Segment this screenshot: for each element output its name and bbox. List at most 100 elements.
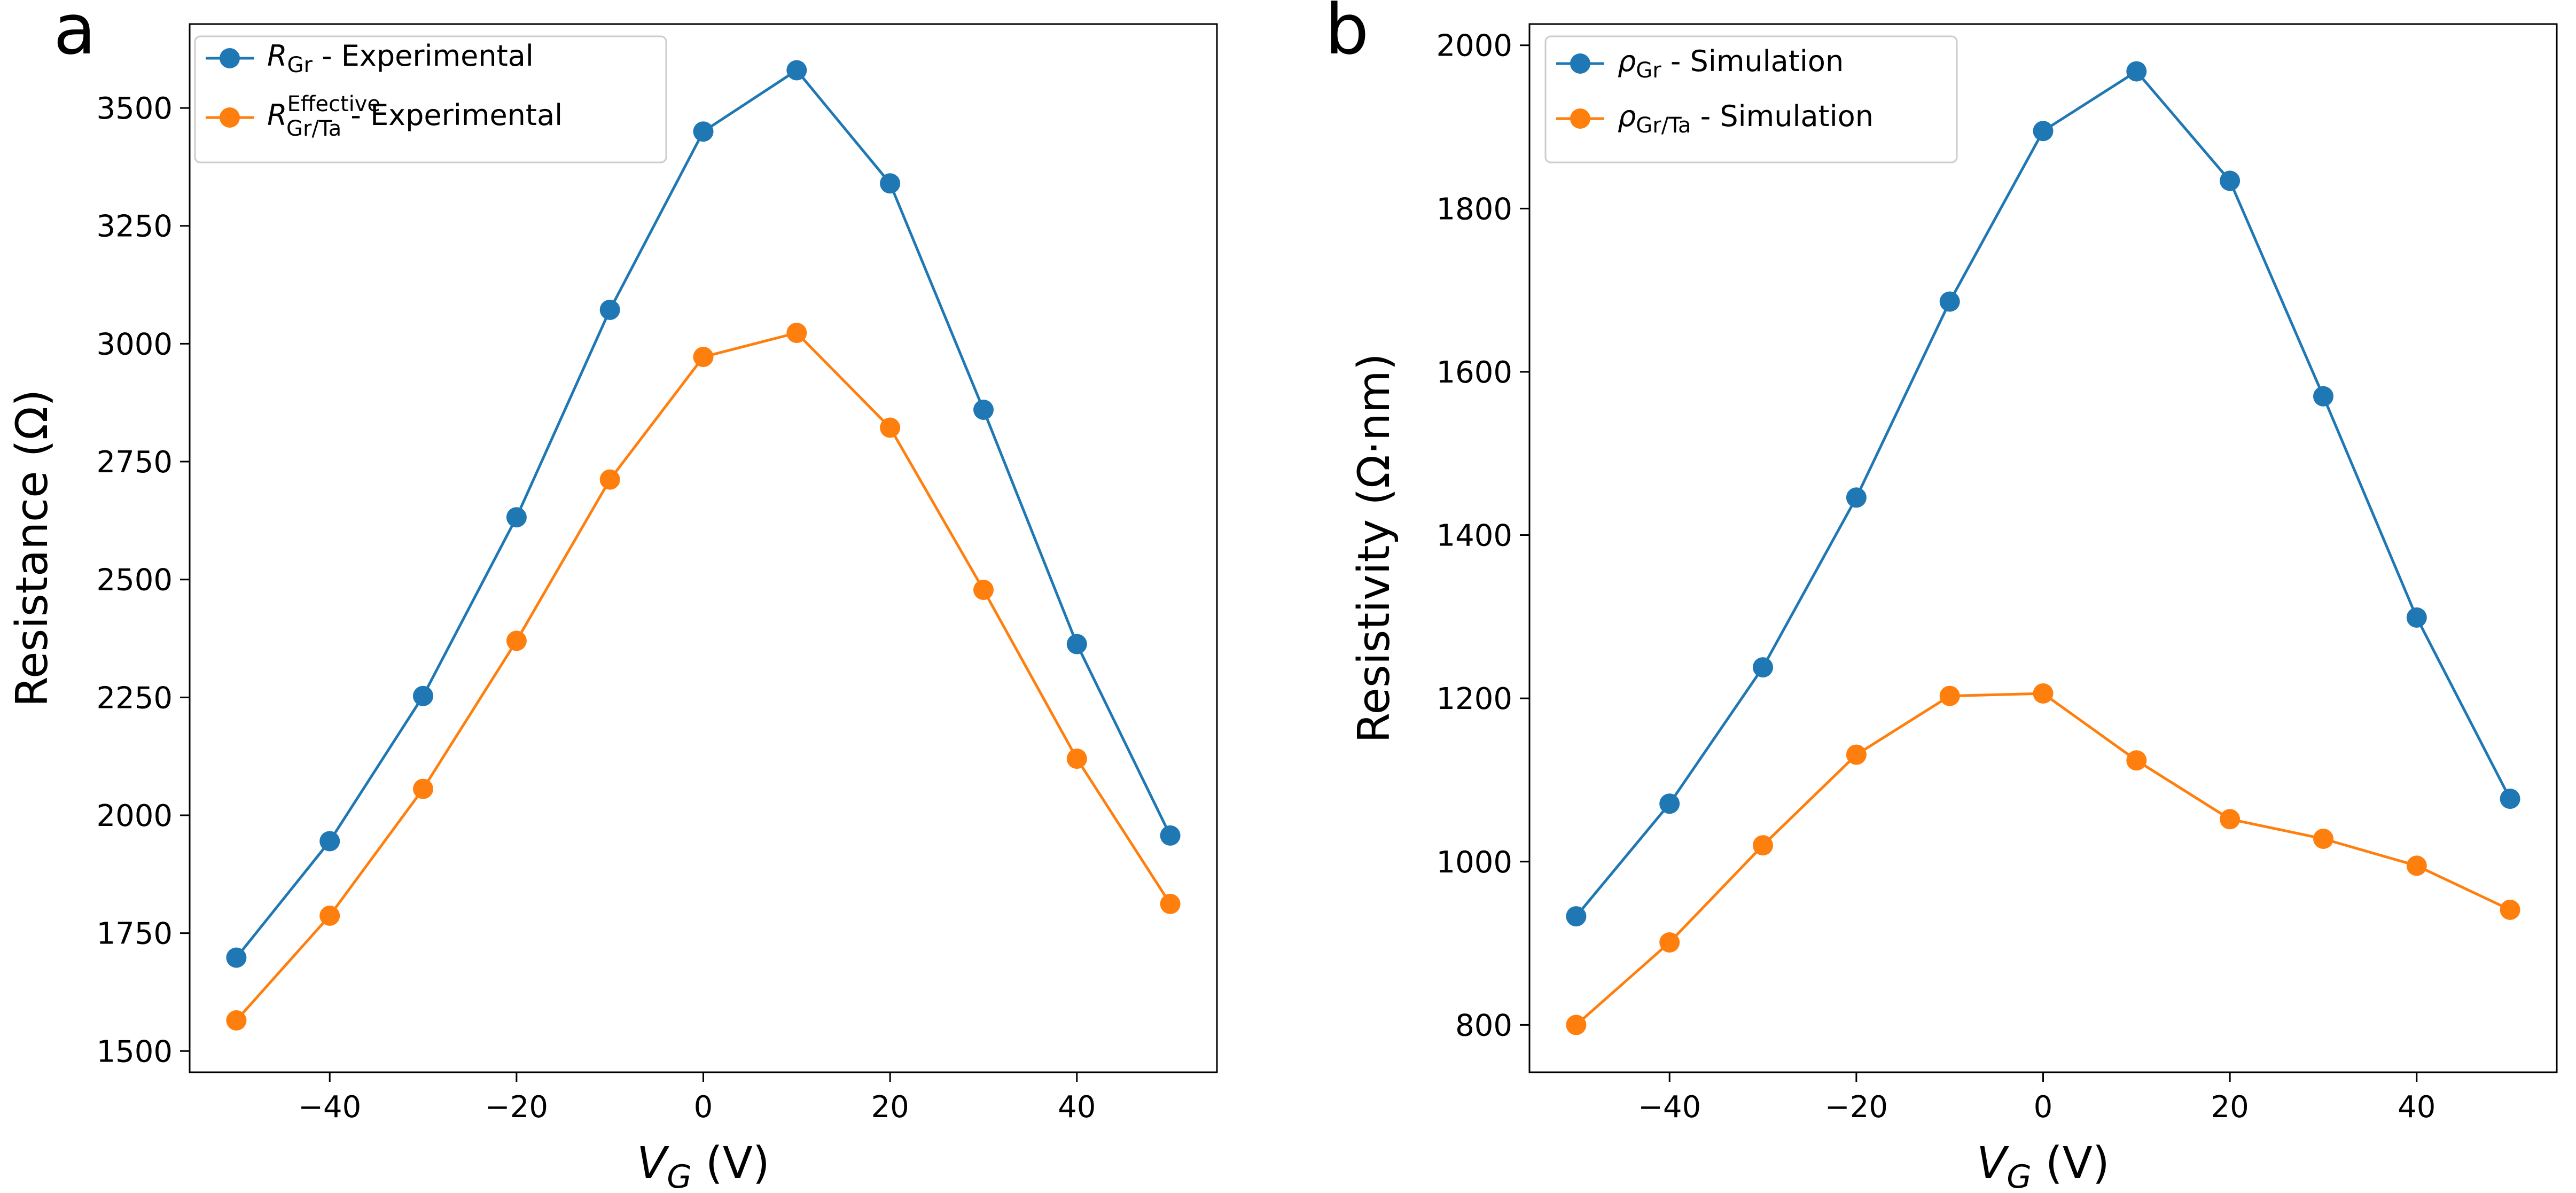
data-point-1-10 [2500,899,2520,920]
data-point-1-0 [226,1010,247,1031]
legend-subscript: Gr/Ta [286,116,341,141]
data-point-1-8 [973,580,994,601]
legend-item: REffective Gr/Ta - Experimental [206,92,563,141]
x-tick-label: 20 [2211,1090,2249,1125]
data-point-0-9 [2406,607,2427,628]
legend-box [1544,35,1958,163]
legend-symbol: R [267,39,287,73]
x-tick-label: 0 [694,1090,713,1125]
legend-suffix: - Experimental [313,39,534,73]
series-line-0 [235,68,1172,959]
data-point-1-1 [1659,932,1680,953]
legend-box [194,35,667,163]
data-point-1-3 [506,630,527,651]
y-tick-label: 1000 [1436,845,1512,880]
data-point-0-8 [2313,386,2333,407]
legend-item: ρGr - Simulation [1556,44,1844,83]
legend-marker [1570,108,1590,129]
panel-label: a [53,0,96,70]
data-point-1-2 [1753,835,1773,856]
data-point-1-8 [2313,829,2333,849]
x-axis-title: VG (V) [1977,1138,2110,1190]
data-point-1-6 [2126,750,2147,771]
y-tick-label: 1200 [1436,682,1512,716]
data-point-0-2 [1753,657,1773,678]
legend-suffix: - Simulation [1661,44,1844,78]
y-tick-label: 3250 [96,209,173,244]
data-point-0-5 [2033,121,2054,142]
x-tick-label: −20 [1825,1090,1888,1125]
y-tick-label: 3500 [96,91,173,126]
data-point-1-10 [1160,893,1181,914]
y-tick-label: 1750 [96,917,173,952]
legend-item: RGr - Experimental [206,39,534,77]
data-point-0-10 [2500,789,2520,809]
legend-subscript: Gr [1636,58,1661,83]
legend-suffix: - Simulation [1691,99,1874,133]
data-point-1-1 [319,906,340,926]
data-point-1-0 [1566,1015,1587,1035]
legend-label: REffective Gr/Ta - Experimental [267,92,563,141]
data-point-0-7 [880,173,901,194]
legend-suffix: - Experimental [341,98,563,132]
legend-symbol: ρ [1618,44,1636,78]
legend-item: ρGr/Ta - Simulation [1556,99,1874,138]
data-point-0-3 [506,507,527,528]
data-point-0-4 [599,299,620,320]
x-tick-label: 20 [871,1090,909,1125]
data-point-0-1 [1659,793,1680,814]
x-axis-symbol: V [1977,1138,2009,1189]
y-tick-label: 2000 [1436,29,1512,64]
legend-superscript: Effective [287,92,381,116]
x-tick-label: −40 [1638,1090,1701,1125]
data-point-1-4 [599,469,620,490]
y-tick-label: 2750 [96,445,173,480]
series-line-1 [1575,692,2511,1026]
y-tick-label: 1500 [96,1034,173,1069]
data-point-0-6 [2126,61,2147,82]
legend-label: ρGr/Ta - Simulation [1618,99,1874,138]
data-point-1-7 [880,417,901,438]
legend-marker [220,107,240,128]
data-point-1-9 [1066,748,1087,769]
data-point-0-0 [1566,906,1587,927]
legend-symbol: ρ [1618,99,1636,133]
data-point-1-5 [693,347,714,368]
data-point-1-2 [413,778,433,799]
legend-marker [220,48,240,68]
data-point-0-2 [413,685,433,706]
axes-frame [1528,23,2558,1073]
y-tick-label: 2250 [96,681,173,715]
data-point-1-4 [1939,685,1960,706]
data-point-0-10 [1160,825,1181,846]
x-tick-label: 0 [2034,1090,2053,1125]
x-axis-unit: (V) [2032,1138,2110,1189]
y-tick-label: 2000 [96,799,173,833]
data-point-1-6 [786,323,807,344]
y-tick-label: 1400 [1436,519,1512,553]
data-point-1-9 [2406,855,2427,876]
panel-label: b [1325,0,1369,70]
x-axis-title: VG (V) [637,1138,770,1190]
series-line-1 [235,331,1172,1022]
data-point-0-4 [1939,291,1960,312]
data-point-1-7 [2220,809,2241,830]
x-axis-symbol: V [637,1138,669,1189]
y-tick-label: 800 [1455,1008,1512,1043]
y-tick-label: 1600 [1436,355,1512,390]
legend-marker [1570,53,1590,74]
legend-symbol: R [267,98,287,132]
data-point-0-9 [1066,634,1087,654]
data-point-1-3 [1846,744,1867,765]
legend-subscript: Gr/Ta [1636,113,1691,138]
data-point-1-5 [2033,683,2054,704]
x-tick-label: −20 [485,1090,548,1125]
data-point-0-3 [1846,487,1867,508]
y-axis-title: Resistivity (Ω·nm) [1349,353,1400,743]
legend-label: RGr - Experimental [267,39,534,77]
x-tick-label: −40 [298,1090,361,1125]
x-axis-subscript: G [2007,1158,2032,1190]
